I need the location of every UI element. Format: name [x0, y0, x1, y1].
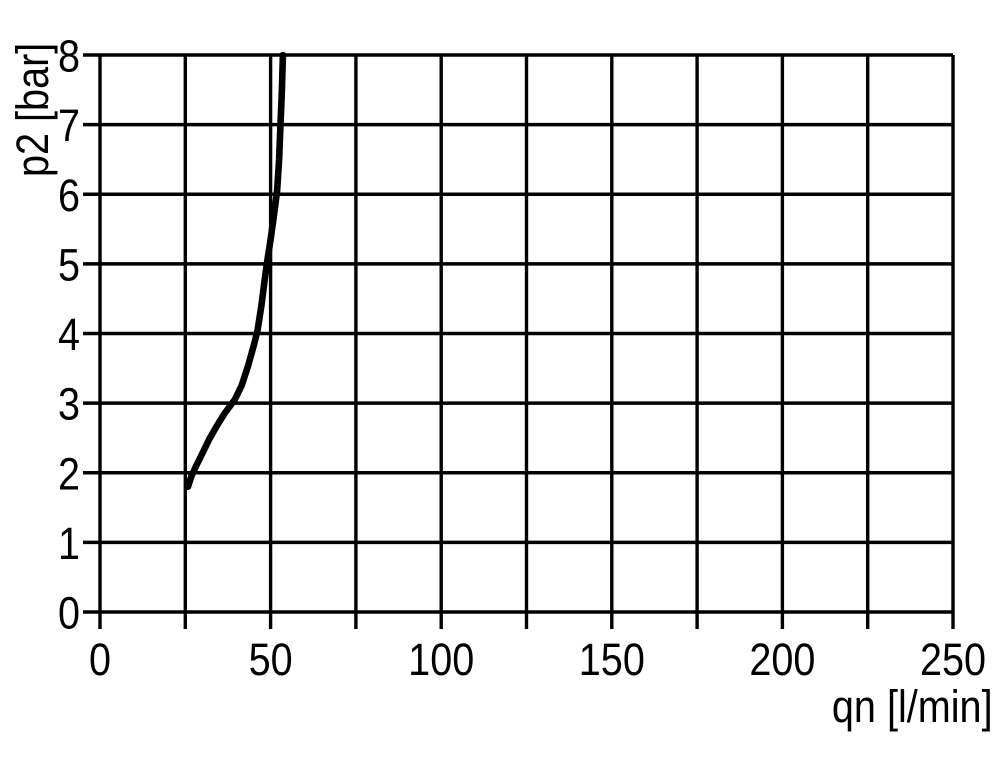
y-tick-label: 1: [58, 519, 80, 569]
y-tick-label: 4: [58, 310, 80, 360]
y-tick-label: 5: [58, 240, 80, 290]
y-tick-label: 2: [58, 449, 80, 499]
tick-labels: 0 50 100 150 200 250 0 1 2 3 4 5 6 7 8: [58, 31, 986, 684]
grid-lines: [83, 53, 955, 629]
y-axis-title: p2 [bar]: [7, 42, 58, 177]
x-tick-label: 50: [249, 635, 293, 685]
y-tick-label: 3: [58, 379, 80, 429]
y-tick-label: 6: [58, 170, 80, 220]
y-tick-label: 8: [58, 31, 80, 81]
x-axis-title: qn [l/min]: [832, 681, 993, 732]
x-tick-label: 100: [408, 635, 474, 685]
x-tick-label: 0: [89, 635, 111, 685]
x-tick-label: 150: [579, 635, 645, 685]
x-tick-label: 250: [920, 635, 986, 685]
x-tick-label: 200: [749, 635, 815, 685]
flow-pressure-curve: [184, 51, 287, 491]
y-tick-label: 0: [58, 588, 80, 638]
y-tick-label: 7: [58, 101, 80, 151]
data-series: [184, 51, 287, 491]
